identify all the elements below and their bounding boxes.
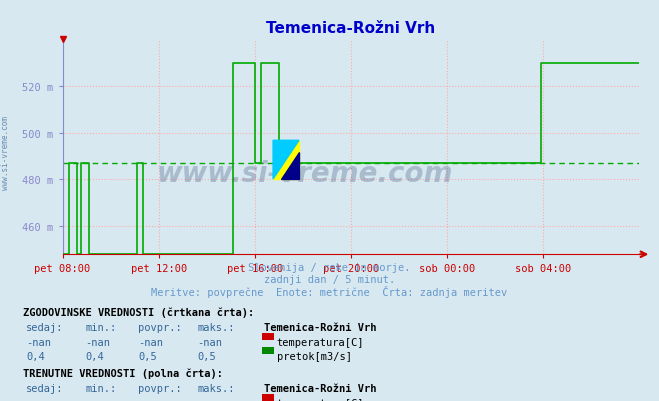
- Text: temperatura[C]: temperatura[C]: [277, 337, 364, 347]
- Polygon shape: [281, 152, 299, 180]
- Title: Temenica-Rožni Vrh: Temenica-Rožni Vrh: [266, 21, 436, 36]
- Polygon shape: [273, 141, 299, 180]
- Text: www.si-vreme.com: www.si-vreme.com: [157, 159, 453, 187]
- Text: Slovenija / reke in morje.: Slovenija / reke in morje.: [248, 263, 411, 273]
- Text: min.:: min.:: [86, 322, 117, 332]
- Polygon shape: [273, 141, 299, 180]
- Text: Temenica-Rožni Vrh: Temenica-Rožni Vrh: [264, 383, 376, 393]
- Text: pretok[m3/s]: pretok[m3/s]: [277, 351, 352, 361]
- Text: -nan: -nan: [86, 398, 111, 401]
- Text: sedaj:: sedaj:: [26, 383, 64, 393]
- Text: temperatura[C]: temperatura[C]: [277, 398, 364, 401]
- Text: -nan: -nan: [138, 337, 163, 347]
- Text: TRENUTNE VREDNOSTI (polna črta):: TRENUTNE VREDNOSTI (polna črta):: [23, 367, 223, 378]
- Text: 0,5: 0,5: [138, 351, 157, 361]
- Text: -nan: -nan: [26, 398, 51, 401]
- Text: povpr.:: povpr.:: [138, 383, 182, 393]
- Text: sedaj:: sedaj:: [26, 322, 64, 332]
- Text: -nan: -nan: [198, 398, 223, 401]
- Text: zadnji dan / 5 minut.: zadnji dan / 5 minut.: [264, 274, 395, 284]
- Text: -nan: -nan: [26, 337, 51, 347]
- Text: 0,5: 0,5: [198, 351, 216, 361]
- Text: maks.:: maks.:: [198, 383, 235, 393]
- Text: povpr.:: povpr.:: [138, 322, 182, 332]
- Text: 0,4: 0,4: [86, 351, 104, 361]
- Text: ZGODOVINSKE VREDNOSTI (črtkana črta):: ZGODOVINSKE VREDNOSTI (črtkana črta):: [23, 307, 254, 317]
- Text: Temenica-Rožni Vrh: Temenica-Rožni Vrh: [264, 322, 376, 332]
- Text: Meritve: povprečne  Enote: metrične  Črta: zadnja meritev: Meritve: povprečne Enote: metrične Črta:…: [152, 285, 507, 297]
- Text: -nan: -nan: [138, 398, 163, 401]
- Text: maks.:: maks.:: [198, 322, 235, 332]
- Text: -nan: -nan: [86, 337, 111, 347]
- Text: www.si-vreme.com: www.si-vreme.com: [1, 115, 10, 189]
- Text: min.:: min.:: [86, 383, 117, 393]
- Text: 0,4: 0,4: [26, 351, 45, 361]
- Text: -nan: -nan: [198, 337, 223, 347]
